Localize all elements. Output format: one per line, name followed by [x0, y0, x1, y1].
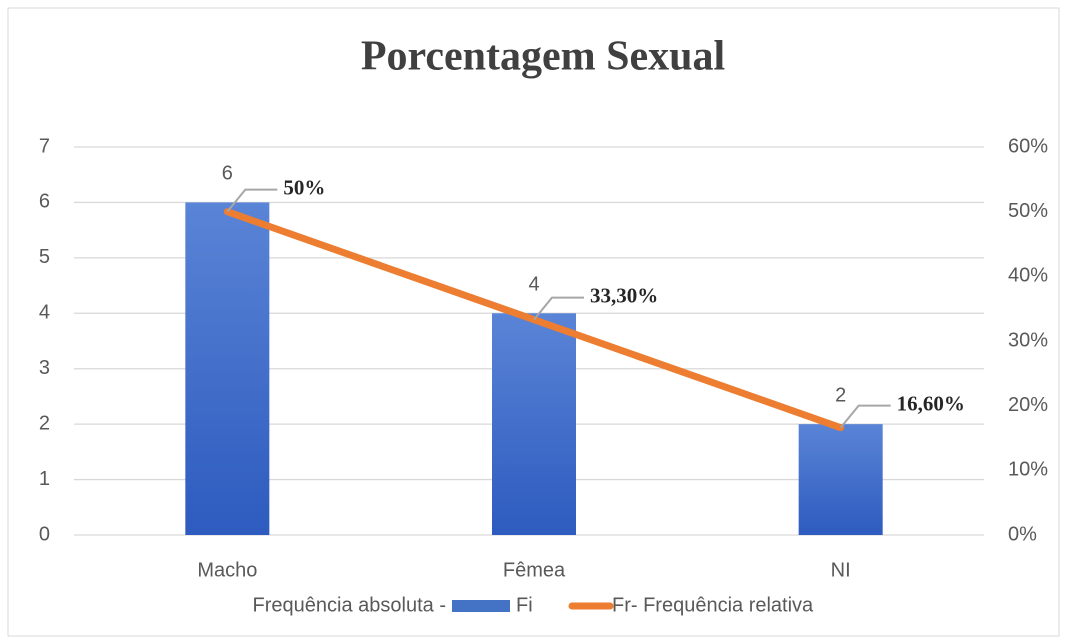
y2-tick-label: 0% [1008, 523, 1037, 545]
y-tick-label: 0 [39, 523, 50, 545]
y2-tick-label: 50% [1008, 200, 1048, 222]
legend-swatch [452, 600, 510, 612]
x-tick-label: Fêmea [503, 559, 566, 581]
y-tick-label: 4 [39, 302, 50, 324]
bar-value-label: 4 [528, 274, 539, 296]
leader-line [839, 404, 891, 429]
y-tick-label: 3 [39, 357, 50, 379]
y-tick-label: 6 [39, 191, 50, 213]
y2-tick-label: 30% [1008, 329, 1048, 351]
line-value-label: 33,30% [590, 283, 658, 307]
x-tick-label: Macho [197, 559, 257, 581]
y-tick-label: 1 [39, 468, 50, 490]
leader-line [226, 188, 278, 213]
bar-value-label: 6 [222, 163, 233, 185]
y2-tick-label: 60% [1008, 135, 1048, 157]
bar [185, 202, 270, 535]
y2-tick-label: 10% [1008, 459, 1048, 481]
y-tick-label: 7 [39, 135, 50, 157]
y-tick-label: 2 [39, 412, 50, 434]
bar [798, 424, 883, 535]
y2-tick-label: 40% [1008, 265, 1048, 287]
legend-label: Fi [516, 594, 533, 616]
line-value-label: 16,60% [897, 391, 965, 415]
legend-prefix: Frequência absoluta - [253, 594, 446, 616]
y-tick-label: 5 [39, 246, 50, 268]
line-value-label: 50% [283, 175, 325, 199]
bar-value-label: 2 [835, 384, 846, 406]
x-tick-label: NI [831, 559, 851, 581]
chart-title: Porcentagem Sexual [361, 34, 725, 80]
y2-tick-label: 20% [1008, 394, 1048, 416]
leader-line [533, 296, 584, 321]
bar [492, 313, 576, 535]
legend-label: Fr- Frequência relativa [612, 594, 814, 616]
